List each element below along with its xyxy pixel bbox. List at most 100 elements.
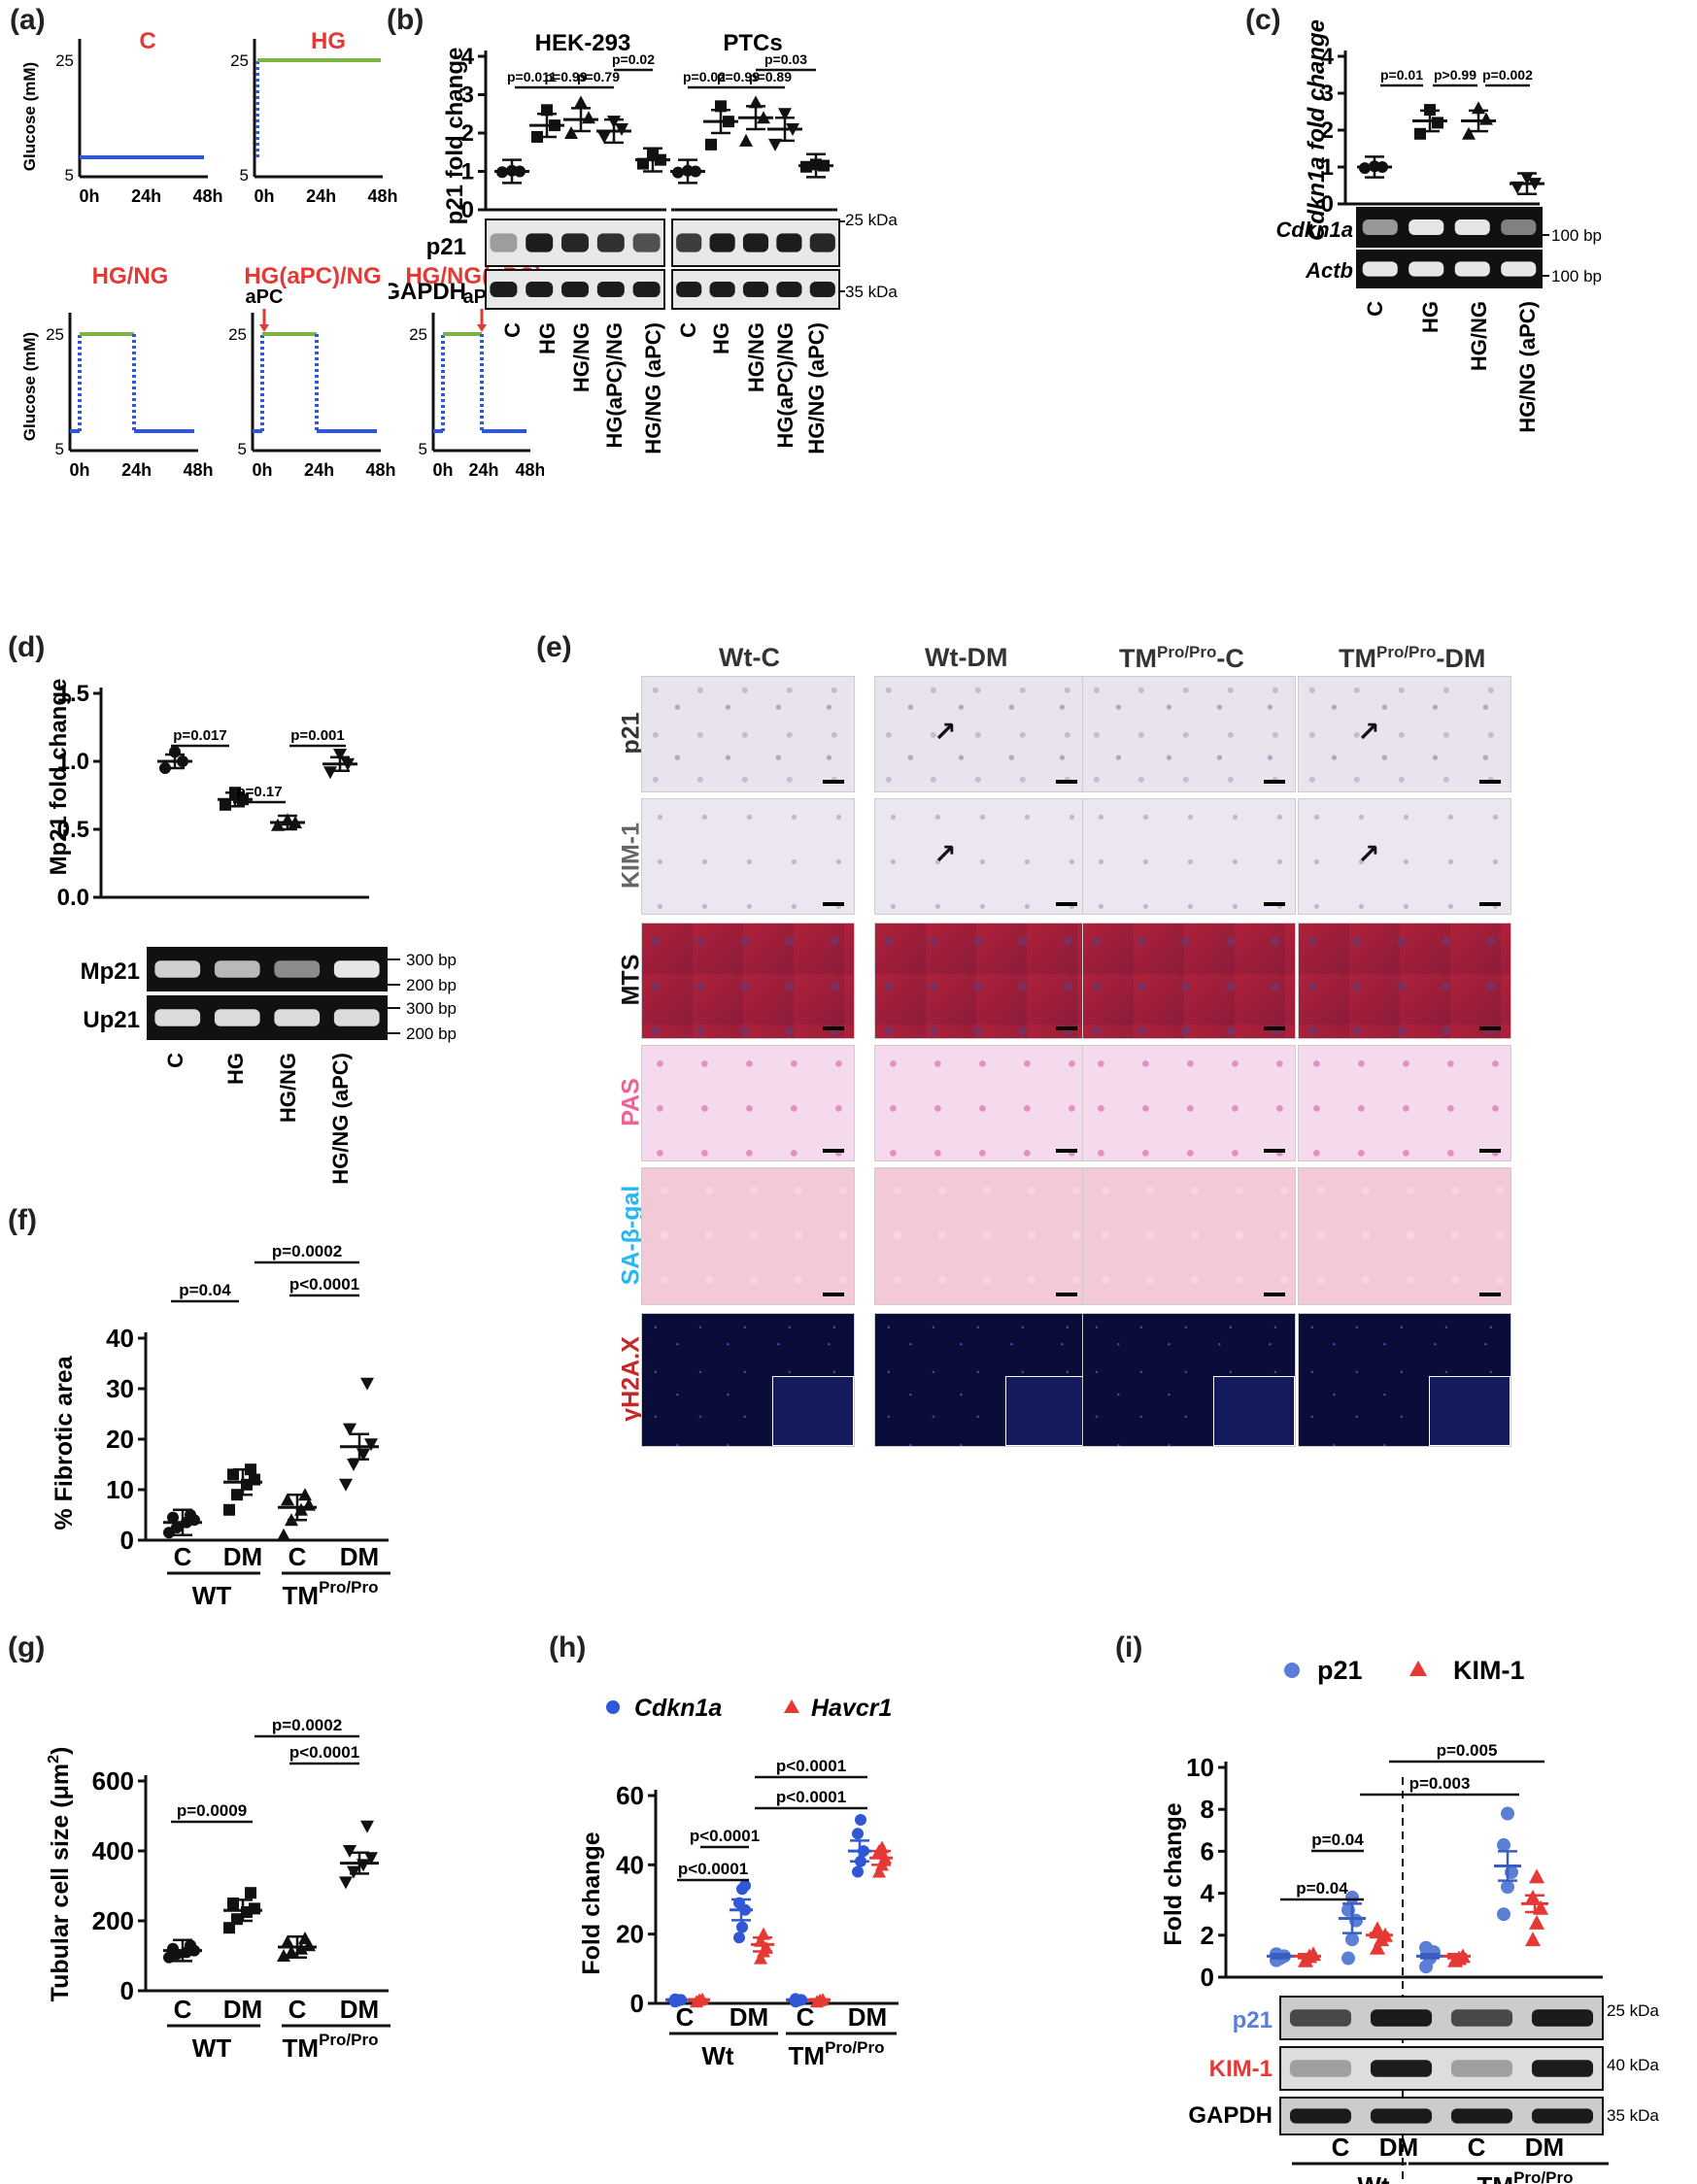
blot-gapdh-band [1531,2108,1594,2124]
y-tick-label: 2 [461,120,474,147]
x-category: HG/NG [1467,301,1491,371]
data-point [185,1509,196,1521]
group-label: WT [192,2033,232,2059]
apc-arrow-head [477,324,487,332]
blot-hek-p21-band [490,233,518,252]
blot-up21-band [214,1009,260,1026]
x-category: DM [340,1995,379,2024]
micrograph [874,1313,1088,1447]
data-point-p21 [1497,1907,1510,1922]
blot-ptc-gapdh-band [809,282,835,297]
p-value: p=0.0002 [272,1242,342,1260]
blot-ptc-gapdh-band [709,282,735,297]
xtick: 0h [254,186,274,206]
y-tick-label: 40 [616,1850,644,1879]
xtick: 48h [367,186,397,206]
data-point [227,1468,239,1481]
p-value: p=0.0002 [272,1716,342,1734]
blot-cdkn1a-band [1409,219,1444,235]
ytick-25: 25 [230,51,249,70]
x-category: HG/NG (aPC) [804,322,829,454]
xtick: 48h [183,460,213,480]
blot-row-up21: Up21 [83,1007,140,1033]
p-value: p<0.0001 [776,1788,846,1806]
blot-hek-gapdh-band [526,282,554,297]
blot-ptc-gapdh-band [776,282,802,297]
data-point [360,1820,374,1833]
panel-c-cdkn1a-mrna: Cdkn1a fold change Cdkn1a Actb 100 bp 10… [1276,19,1602,433]
y-tick-label: 0 [1321,191,1334,218]
blot-up21-band [333,1009,380,1026]
legend-cdkn1a-marker [606,1700,620,1714]
data-point-p21 [1419,1940,1433,1955]
p-value: p=0.005 [1437,1741,1498,1760]
scale-bar [823,780,844,784]
scale-bar [1056,1293,1077,1296]
micrograph [641,1313,855,1447]
group-label-tm: TMPro/Pro [283,1578,379,1610]
p-value: p=0.011 [507,69,557,84]
data-point [333,749,347,761]
panel-f-fibrotic-area: % Fibrotic area 0 10 20 30 40 p=0.04 p=0.0002 p… [51,1242,390,1610]
micrograph [874,1045,1088,1161]
data-point-p21 [1341,1951,1355,1966]
legend-havcr1-marker [784,1699,799,1713]
blot-p21-band [1450,2009,1513,2027]
group-title-ptcs: PTCs [723,30,782,56]
blot-gapdh-band [1289,2108,1352,2124]
data-point-kim1 [1529,1914,1544,1930]
inset [1213,1376,1295,1446]
p-value: p=0.017 [173,727,226,744]
data-point [343,1845,356,1858]
data-point-p21 [1497,1837,1510,1852]
blot-hek-gapdh-band [490,282,518,297]
data-point [323,766,337,780]
x-category: DM [730,2002,768,2032]
y-tick-label: 1 [1321,154,1334,181]
scale-bar [1264,1026,1285,1030]
data-point-cdkn1a [736,1921,748,1933]
apc-arrow-head [259,324,269,332]
y-tick-label: 1.5 [57,681,89,707]
scheme-title: C [139,28,155,54]
blot-hek-gapdh-band [596,282,625,297]
arrow-icon: ↗ [1357,716,1380,748]
x-category: C [1468,2133,1486,2162]
panel-label-g: (g) [8,1631,46,1663]
x-category: C [174,1542,192,1571]
scale-bar [1479,780,1501,784]
panel-label-b: (b) [387,4,424,36]
blot-cdkn1a-band [1454,219,1490,235]
micrograph [1082,1313,1296,1447]
blot-ptc-p21-band [676,233,702,252]
scheme-title: HG/NG [92,263,169,289]
x-category: DM [1525,2133,1564,2162]
scale-bar [1264,902,1285,906]
data-point [364,1852,378,1865]
x-category: DM [1379,2133,1418,2162]
blot-mp21-band [154,960,201,978]
data-point [298,1932,312,1944]
data-point [249,1473,260,1486]
data-point-cdkn1a [733,1932,745,1944]
xtick: 0h [69,460,89,480]
p-value: p=0.0009 [177,1801,247,1820]
panel-g-tubular-cell-size: Tubular cell size (μm2) 0 200 400 600 p=0.00… [46,1716,390,2059]
p-value: p<0.0001 [776,1757,846,1775]
blot-ptc-gapdh-band [676,282,702,297]
data-point-havcr1 [754,1951,767,1965]
data-point-kim1 [1529,1868,1544,1884]
x-category: C [288,1542,307,1571]
ytick-5: 5 [65,166,74,185]
y-tick-label: 4 [1201,1879,1215,1908]
micrograph [1082,798,1296,915]
x-category: HG(aPC)/NG [602,322,627,449]
col-title-wt-dm: Wt-DM [925,643,1008,672]
scale-bar [1264,780,1285,784]
blot-hek-p21-band [632,233,661,252]
data-point [167,1942,179,1955]
panel-d-mp21: Mp21 fold change Mp21 Up21 300 bp 200 bp… [46,679,457,1185]
blot-row-mp21: Mp21 [81,958,140,985]
data-point [343,1423,356,1436]
ytick-25: 25 [228,325,247,344]
